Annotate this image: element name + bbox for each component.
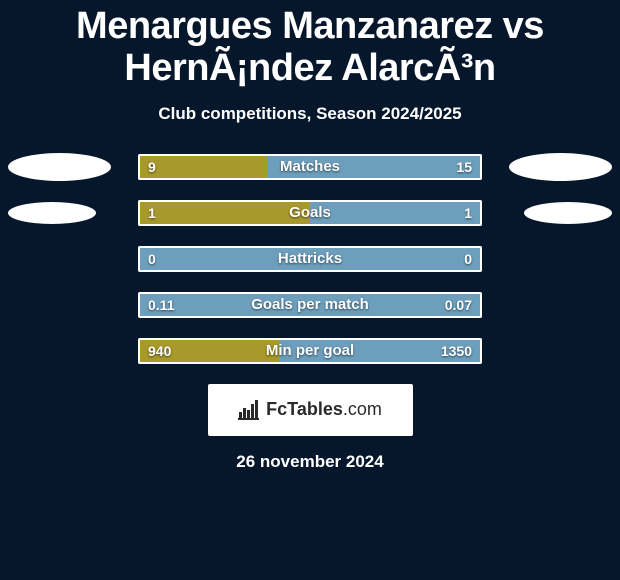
date-line: 26 november 2024: [0, 452, 620, 472]
stat-label: Min per goal: [138, 338, 482, 364]
stat-label: Matches: [138, 154, 482, 180]
stat-label: Goals per match: [138, 292, 482, 318]
bars-area: 915Matches 11Goals 00Hattricks 0.110.07Goal…: [138, 154, 482, 364]
stat-bar: 915Matches: [138, 154, 482, 180]
player-photo-placeholder: [524, 202, 612, 224]
fctables-logo: FcTables.com: [208, 384, 413, 436]
stat-bar: 00Hattricks: [138, 246, 482, 272]
comparison-infographic: Menargues Manzanarez vs HernÃ¡ndez Alarc…: [0, 0, 620, 580]
stat-label: Goals: [138, 200, 482, 226]
stat-bar: 11Goals: [138, 200, 482, 226]
player-photo-placeholder: [8, 202, 96, 224]
player-photo-placeholder: [509, 153, 612, 181]
stat-bar: 0.110.07Goals per match: [138, 292, 482, 318]
page-title: Menargues Manzanarez vs HernÃ¡ndez Alarc…: [0, 0, 620, 90]
player-photo-placeholder: [8, 153, 111, 181]
stat-label: Hattricks: [138, 246, 482, 272]
bar-chart-icon: [238, 400, 260, 420]
logo-text: FcTables.com: [266, 399, 382, 420]
subtitle: Club competitions, Season 2024/2025: [0, 104, 620, 124]
stat-bar: 9401350Min per goal: [138, 338, 482, 364]
